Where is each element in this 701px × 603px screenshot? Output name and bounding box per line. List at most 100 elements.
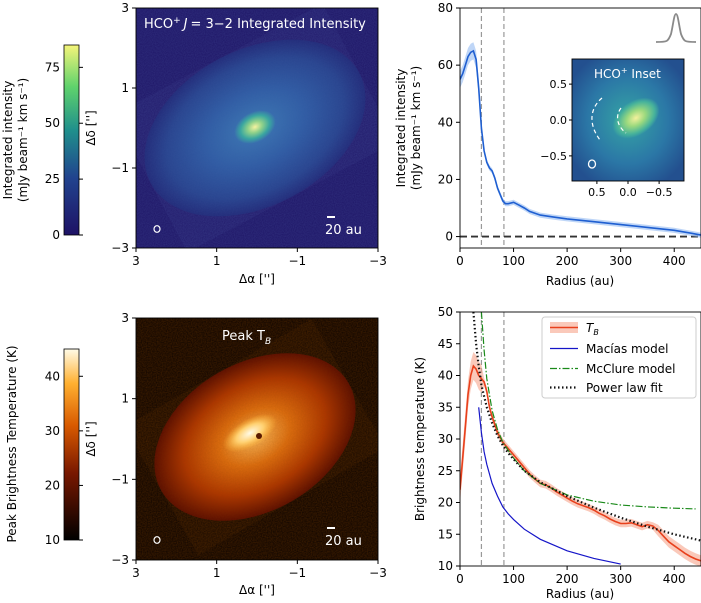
hco-map-xtick-label-2: −1 [288,254,306,268]
colorbar-integrated-label-line2: (mJy beam⁻¹ km s⁻¹) [16,78,30,202]
colorbar-peak: 10 20 30 40 Peak Brightness Temperature (K) [5,345,83,547]
hco-inset-title-rest: Inset [628,67,662,81]
peak-map-ticks: 3 1 −1 −331−1−3 [111,311,387,580]
tb-profile-series-line-0 [460,364,701,562]
peak-map-ylabel: Δδ [''] [84,421,98,456]
tb-profile-xtick-label-1: 100 [502,572,525,586]
hco-profile-xlabel: Radius (au) [546,274,614,288]
hco-profile-xtick-label-1: 100 [502,254,525,268]
tb-profile-vlines [480,312,505,566]
hco-profile-ylabel-line2: (mJy beam⁻¹ km s⁻¹) [409,66,423,190]
tb-profile-ytick-label-8: 50 [438,305,453,319]
peak-map-ytick-label-3: −3 [111,553,129,567]
hco-map-ticks: 3 1 −1 −331−1−3 [111,1,387,268]
peak-map-core [223,413,277,453]
hco-map-frame [135,7,379,249]
hco-profile-ticks: 0 100 200 300 400 0 20 40 60 80 [438,1,686,268]
hco-inset-ytick-label-2: −0.5 [540,150,567,163]
hco-inset-ytick-label-1: 0.0 [550,114,568,127]
hco-map-title-species: HCO [144,17,173,32]
hco-inset-ticks: 0.5 0.0 −0.5 0.5 0.0 −0.5 [540,78,672,199]
hco-map-ytick-label-3: −3 [111,241,129,255]
hco-map-panel: 3 1 −1 −331−1−3 HCO+ J = 3−2 Integrated Inten… [84,1,387,286]
hco-inset-title-species: HCO [594,67,621,81]
colorbar-integrated-tick-label-0: 0 [52,228,60,242]
hco-profile-xtick-label-2: 200 [556,254,579,268]
peak-map-title-sub: B [265,337,271,347]
hco-profile-xtick-label-3: 300 [609,254,632,268]
colorbar-integrated-tick-label-3: 75 [45,60,60,74]
colorbar-peak-tick-label-2: 30 [45,424,60,438]
hco-profile-ytick-label-1: 20 [438,172,453,186]
colorbar-integrated-tick-label-1: 25 [45,172,60,186]
peak-map-xlabel: Δα [''] [239,583,275,597]
hco-profile-xtick-label-0: 0 [456,254,464,268]
hco-map-ytick-label-1: 1 [121,81,129,95]
tb-profile-series [460,312,701,565]
hco-map-title-rest: = 3−2 Integrated Intensity [190,17,366,32]
hco-inset: 0.5 0.0 −0.5 0.5 0.0 −0.5 HCO+ Inset [540,58,685,199]
tb-profile-ytick-label-2: 20 [438,496,453,510]
colorbar-integrated: 0 25 50 75 Integrated intensity (mJy beam⁻¹… [1,44,83,242]
hco-profile-line [460,49,701,236]
peak-map-title-main: Peak T [222,329,265,344]
hco-map-title-j: J [181,17,188,32]
tb-profile-series-line-2 [480,312,696,510]
colorbar-peak-gradient [63,348,80,541]
tb-profile-panel: 0 100 200 300 400 10 15 20 25 30 35 40 45 50 Radius (… [413,305,701,601]
peak-map-panel: 3 1 −1 −331−1−3 Peak TB 20 au Δα [''] Δδ ['… [84,311,387,597]
tb-profile-ticks: 0 100 200 300 400 10 15 20 25 30 35 40 45 50 [438,305,686,586]
colorbar-integrated-tick-label-2: 50 [45,116,60,130]
hco-profile-ylabel-line1: Integrated intensity [394,69,408,188]
tb-profile-band [460,352,701,566]
colorbar-peak-ticks: 10 20 30 40 [45,369,83,547]
tb-profile-ylabel: Brightness temperature (K) [413,357,427,521]
peak-map-xtick-label-2: −1 [288,566,306,580]
hco-map-title: HCO+ J = 3−2 Integrated Intensity [144,16,366,32]
hco-map-core [234,110,276,144]
tb-profile-ytick-label-6: 40 [438,369,453,383]
hco-map-xlabel: Δα [''] [239,272,275,286]
tb-legend-box [541,316,697,399]
peak-map-frame [135,317,379,561]
tb-profile-ytick-label-3: 25 [438,464,453,478]
peak-map-xtick-label-3: −3 [369,566,387,580]
tb-legend-label-0-sub: B [593,328,599,337]
peak-map-ytick-label-2: −1 [111,472,129,486]
hco-map-xtick-label-3: −3 [369,254,387,268]
tb-profile-ytick-label-1: 15 [438,527,453,541]
hco-inset-arc-outer [591,97,603,141]
tb-profile-ytick-label-7: 45 [438,337,453,351]
tb-profile-series-line-1 [478,407,621,565]
tb-legend-label-1: Macías model [586,342,668,356]
hco-profile-ytick-label-3: 60 [438,58,453,72]
tb-profile-legend: TB Macías model McClure model Power law … [541,316,697,399]
colorbar-peak-tick-label-3: 40 [45,369,60,383]
hco-map-beam [153,225,161,233]
peak-map-ytick-label-1: 1 [121,392,129,406]
hco-map-ylabel: Δδ [''] [84,110,98,145]
hco-map-xtick-label-1: 1 [213,254,221,268]
tb-legend-label-2: McClure model [586,362,676,376]
peak-map-beam [153,536,161,544]
peak-map-scalebar-label: 20 au [325,534,362,549]
tb-profile-xtick-label-4: 400 [663,572,686,586]
hco-profile-line-icon [655,13,697,43]
colorbar-peak-label: Peak Brightness Temperature (K) [5,345,19,542]
peak-map-xtick-label-1: 1 [213,566,221,580]
tb-profile-xtick-label-3: 300 [609,572,632,586]
hco-inset-xtick-label-2: −0.5 [646,186,673,199]
hco-map-title-charge: + [173,16,181,26]
hco-profile-panel: 0 100 200 300 400 0 20 40 60 80 Radius (au) Integ… [394,1,701,288]
hco-map-xtick-label-0: 3 [132,254,140,268]
hco-inset-beam [587,159,597,169]
hco-map-ytick-label-2: −1 [111,161,129,175]
tb-profile-xlabel: Radius (au) [546,587,614,601]
hco-inset-arc-inner [616,107,627,134]
tb-profile-ytick-label-5: 35 [438,400,453,414]
peak-map-ytick-label-0: 3 [121,311,129,325]
tb-legend-label-3: Power law fit [586,381,663,395]
hco-inset-xtick-label-1: 0.0 [619,186,637,199]
tb-profile-xtick-label-2: 200 [556,572,579,586]
